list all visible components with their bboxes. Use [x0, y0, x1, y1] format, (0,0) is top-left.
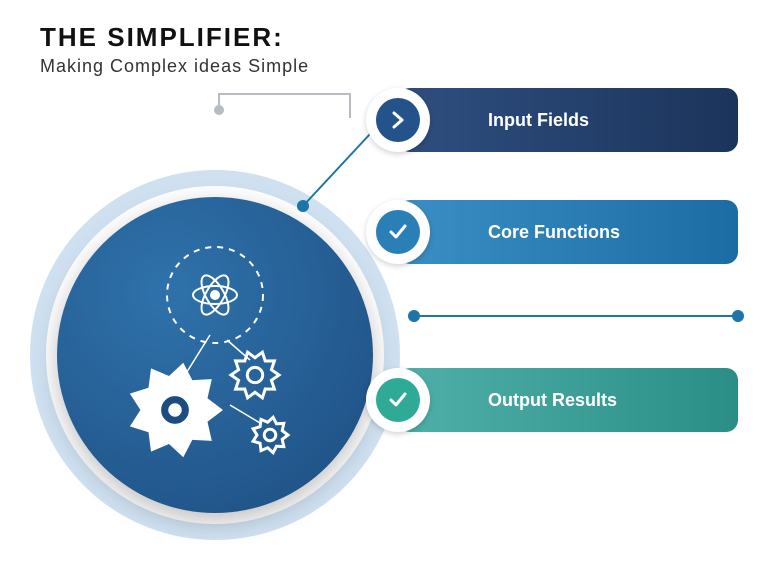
badge-input-inner [376, 98, 420, 142]
divider-dot-right [732, 310, 744, 322]
pill-core: Core Functions [398, 200, 738, 264]
divider-dot-left [408, 310, 420, 322]
pill-core-label: Core Functions [488, 222, 620, 243]
chevron-icon [388, 110, 408, 130]
badge-output [366, 368, 430, 432]
connector-grey-path [219, 94, 350, 118]
gear-scene [57, 197, 373, 513]
badge-output-inner [376, 378, 420, 422]
pill-input-label: Input Fields [488, 110, 589, 131]
connector-blue-line [303, 134, 370, 206]
check-icon [387, 389, 409, 411]
divider-line [414, 315, 738, 317]
infographic-stage: THE SIMPLIFIER: Making Complex ideas Sim… [0, 0, 768, 576]
pill-input: Input Fields [398, 88, 738, 152]
pill-output: Output Results [398, 368, 738, 432]
badge-input [366, 88, 430, 152]
check-icon [387, 221, 409, 243]
pill-output-label: Output Results [488, 390, 617, 411]
badge-core [366, 200, 430, 264]
connector-dot [214, 105, 224, 115]
badge-core-inner [376, 210, 420, 254]
